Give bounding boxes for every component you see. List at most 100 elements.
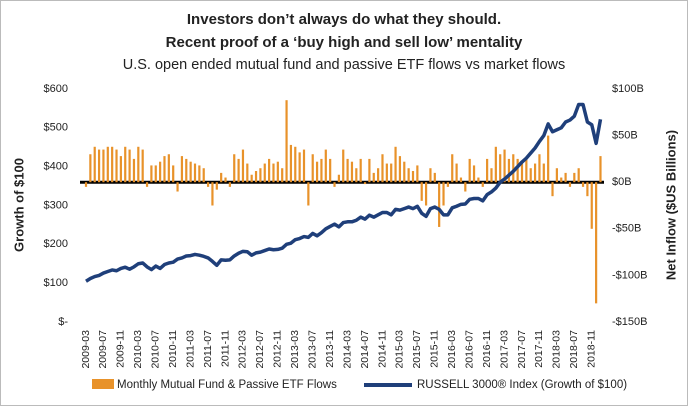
bar (551, 182, 554, 197)
x-tick-label: 2013-11 (324, 330, 336, 368)
legend-swatch (92, 379, 114, 389)
bar (93, 146, 96, 183)
bar (468, 158, 471, 183)
bar (141, 149, 144, 183)
bar (106, 146, 109, 183)
y2-tick-label: $100B (612, 83, 644, 95)
bar (176, 182, 179, 192)
y-tick-label: $100 (44, 277, 68, 289)
bar (119, 156, 122, 183)
y-axis-label: Growth of $100 (11, 158, 26, 252)
bar (89, 154, 92, 183)
bar (385, 163, 388, 183)
bar (246, 163, 249, 183)
bar (381, 154, 384, 183)
bar (577, 168, 580, 183)
bar (276, 161, 279, 183)
bar (424, 182, 428, 206)
bar (507, 158, 511, 183)
bar (459, 177, 463, 183)
x-tick-label: 2015-07 (411, 330, 423, 369)
chart-title: Investors don’t always do what they shou… (187, 11, 501, 28)
bar (533, 163, 537, 183)
bar (595, 182, 598, 304)
bar (268, 158, 271, 183)
x-tick-label: 2016-03 (446, 330, 458, 369)
bar (581, 182, 585, 187)
bar (220, 172, 223, 183)
bar (198, 165, 201, 183)
x-tick-label: 2012-11 (272, 330, 284, 368)
x-tick-label: 2013-03 (289, 330, 301, 369)
x-tick-label: 2014-07 (359, 330, 371, 369)
x-tick-label: 2010-11 (167, 330, 179, 368)
bar (346, 158, 349, 183)
bar (320, 158, 323, 183)
bar (481, 182, 484, 187)
bar (202, 168, 205, 183)
bar (499, 154, 502, 183)
bar (285, 100, 288, 183)
bar (407, 168, 410, 183)
bar (342, 149, 345, 183)
bar (529, 168, 532, 183)
bar (568, 182, 572, 187)
bar (446, 182, 449, 187)
bar (368, 158, 371, 183)
x-tick-label: 2014-03 (341, 330, 353, 369)
bar (193, 163, 197, 183)
bar (416, 165, 419, 183)
bar (503, 149, 506, 183)
x-tick-label: 2011-11 (219, 330, 231, 367)
bar (263, 163, 266, 183)
y2-tick-label: $0B (612, 176, 632, 188)
bar (111, 146, 114, 183)
x-tick-label: 2014-11 (376, 330, 388, 368)
bar (372, 172, 375, 183)
bar (464, 182, 467, 192)
bar (542, 163, 545, 183)
bar (115, 149, 118, 183)
bar (224, 177, 227, 183)
bar (573, 172, 576, 183)
bar (145, 182, 149, 187)
bar (250, 174, 253, 183)
bar (420, 182, 423, 201)
bar (272, 163, 275, 183)
bar (455, 163, 458, 183)
x-tick-label: 2011-07 (202, 330, 214, 368)
bar (324, 149, 327, 183)
bar (564, 172, 567, 183)
bar (411, 171, 415, 183)
y-tick-label: $600 (44, 83, 68, 95)
bar (294, 146, 297, 183)
bar (150, 165, 153, 183)
x-tick-label: 2017-11 (533, 330, 545, 368)
bar (241, 149, 245, 183)
bar (355, 168, 358, 183)
bar (438, 182, 441, 227)
bar (189, 161, 192, 183)
x-tick-label: 2018-11 (586, 330, 598, 368)
bar (329, 158, 332, 183)
x-tick-label: 2016-07 (463, 330, 475, 369)
line (85, 102, 603, 283)
bar (298, 152, 301, 183)
bar (215, 182, 218, 190)
bar (555, 168, 558, 183)
chart-title: Recent proof of a ‘buy high and sell low… (166, 34, 523, 51)
x-tick-label: 2016-11 (481, 330, 493, 368)
bar (237, 158, 240, 183)
bar (590, 182, 593, 229)
bar (302, 149, 306, 183)
x-tick-label: 2018-07 (568, 330, 580, 369)
bar (398, 156, 402, 183)
bar (154, 165, 157, 183)
bar (560, 177, 563, 183)
bar (289, 144, 293, 183)
bar (180, 156, 184, 183)
bar (433, 172, 436, 183)
bar (185, 158, 188, 183)
x-tick-label: 2018-03 (551, 330, 563, 369)
